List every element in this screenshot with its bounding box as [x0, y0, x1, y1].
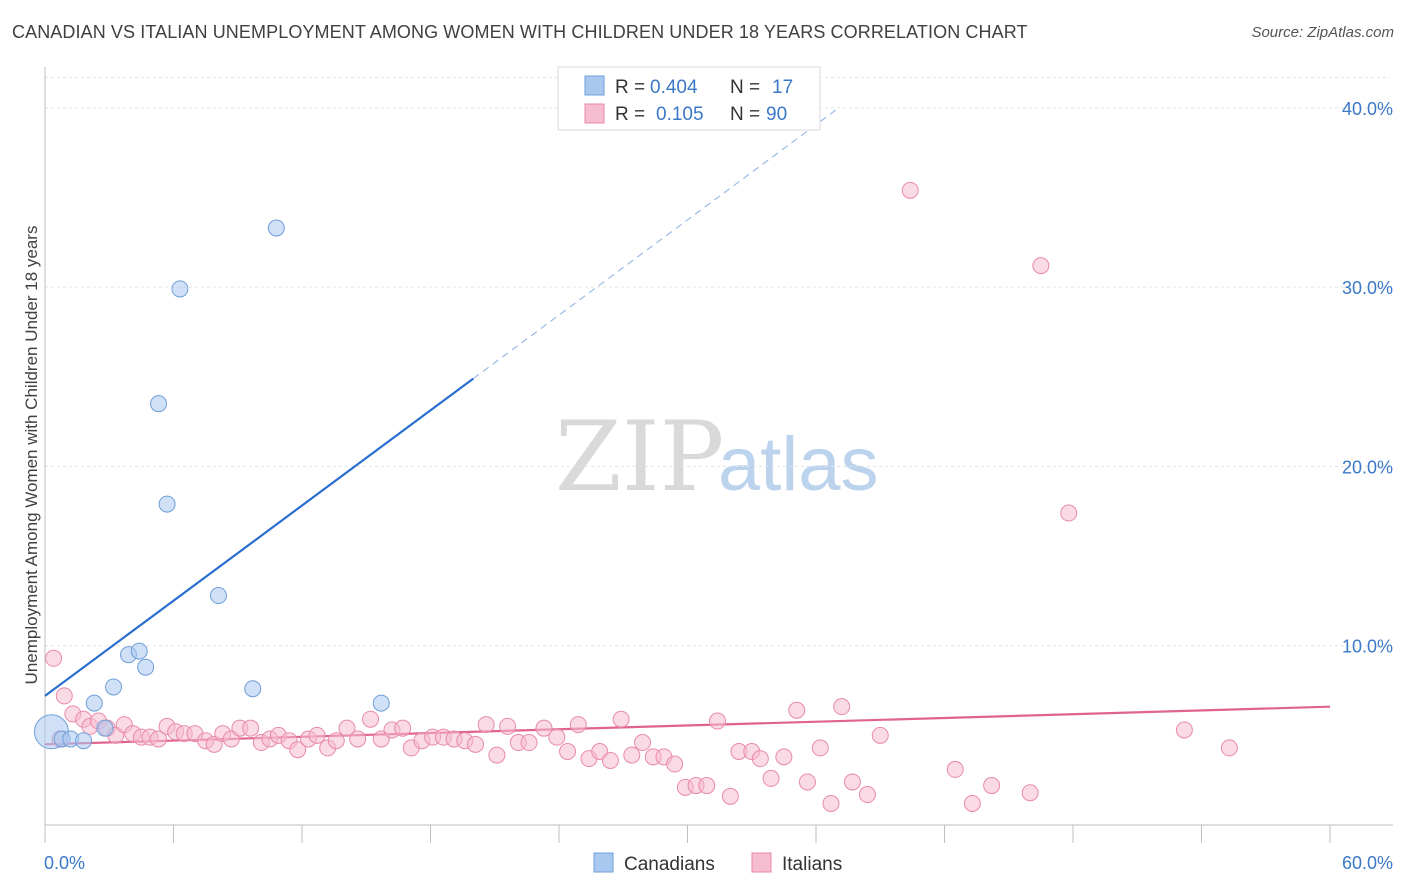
- data-point-italians: [1220, 739, 1238, 757]
- data-point-italians: [362, 710, 380, 728]
- data-point-italians: [762, 769, 780, 787]
- data-point-canadians: [137, 658, 155, 676]
- watermark: ZIP atlas: [555, 401, 879, 513]
- x-tick-label-max: 60.0%: [1342, 853, 1393, 873]
- data-point-italians: [499, 717, 517, 735]
- series-legend-label-canadians: Canadians: [624, 854, 715, 875]
- data-point-italians: [871, 726, 889, 744]
- series-legend-label-italians: Italians: [782, 854, 842, 875]
- data-point-italians: [1060, 504, 1078, 522]
- data-point-italians: [535, 719, 553, 737]
- data-point-canadians: [150, 395, 168, 413]
- data-point-italians: [55, 687, 73, 705]
- data-point-italians: [1032, 257, 1050, 275]
- data-point-canadians: [75, 732, 93, 750]
- legend-r-label-canadians: R =: [615, 77, 645, 98]
- data-point-italians: [45, 649, 63, 667]
- data-point-canadians: [105, 678, 123, 696]
- trend-line-canadians-extension: [472, 108, 838, 380]
- data-point-italians: [612, 710, 630, 728]
- data-point-canadians: [130, 642, 148, 660]
- data-point-italians: [308, 726, 326, 744]
- data-point-italians: [798, 773, 816, 791]
- legend-swatch-italians: [584, 103, 605, 124]
- y-tick-label: 30.0%: [1342, 278, 1393, 298]
- y-axis-label: Unemployment Among Women with Children U…: [22, 226, 41, 685]
- data-point-italians: [548, 728, 566, 746]
- y-tick-label: 20.0%: [1342, 457, 1393, 477]
- y-tick-label: 40.0%: [1342, 99, 1393, 119]
- data-point-italians: [822, 794, 840, 812]
- series-legend-swatch-canadians: [593, 852, 614, 873]
- series-legend-swatch-italians: [751, 852, 772, 873]
- legend-r-value-canadians: 0.404: [650, 77, 698, 98]
- data-point-italians: [242, 719, 260, 737]
- data-point-italians: [338, 719, 356, 737]
- data-point-italians: [708, 712, 726, 730]
- data-point-italians: [833, 698, 851, 716]
- series-legend: Canadians Italians: [593, 852, 842, 875]
- legend-n-value-italians: 90: [766, 104, 787, 125]
- data-point-italians: [751, 750, 769, 768]
- data-point-italians: [150, 730, 168, 748]
- data-point-italians: [289, 741, 307, 759]
- data-point-italians: [1175, 721, 1193, 739]
- data-point-italians: [788, 701, 806, 719]
- data-point-canadians: [85, 694, 103, 712]
- legend-swatch-canadians: [584, 75, 605, 96]
- data-point-italians: [634, 734, 652, 752]
- axes: [44, 67, 1393, 843]
- data-point-italians: [698, 777, 716, 795]
- chart-source: Source: ZipAtlas.com: [1251, 24, 1394, 41]
- data-point-italians: [946, 760, 964, 778]
- data-point-italians: [569, 716, 587, 734]
- data-point-canadians: [267, 219, 285, 237]
- data-point-italians: [466, 735, 484, 753]
- trend-line-canadians: [44, 377, 474, 697]
- data-points: [33, 181, 1238, 812]
- data-point-italians: [559, 742, 577, 760]
- data-point-italians: [901, 181, 919, 199]
- data-point-italians: [666, 755, 684, 773]
- legend-n-label-italians: N =: [730, 104, 760, 125]
- legend-n-label-canadians: N =: [730, 77, 760, 98]
- y-tick-label: 10.0%: [1342, 637, 1393, 657]
- legend-r-value-italians: 0.105: [656, 104, 704, 125]
- watermark-atlas: atlas: [718, 422, 879, 507]
- data-point-italians: [963, 794, 981, 812]
- watermark-zip: ZIP: [555, 401, 724, 513]
- data-point-italians: [811, 739, 829, 757]
- data-point-italians: [477, 716, 495, 734]
- data-point-canadians: [372, 694, 390, 712]
- data-point-italians: [349, 730, 367, 748]
- data-point-italians: [858, 786, 876, 804]
- y-tick-labels: 10.0% 20.0% 30.0% 40.0%: [1342, 99, 1393, 657]
- data-point-italians: [394, 719, 412, 737]
- data-point-italians: [775, 748, 793, 766]
- stats-legend: R = 0.404 N = 17 R = 0.105 N = 90: [557, 66, 821, 131]
- data-point-italians: [601, 751, 619, 769]
- data-point-italians: [1021, 784, 1039, 802]
- data-point-canadians: [171, 280, 189, 298]
- data-point-italians: [623, 746, 641, 764]
- data-point-italians: [843, 773, 861, 791]
- data-point-canadians: [158, 495, 176, 513]
- legend-n-value-canadians: 17: [772, 77, 793, 98]
- data-point-italians: [327, 732, 345, 750]
- data-point-italians: [520, 734, 538, 752]
- data-point-canadians: [96, 719, 114, 737]
- data-point-canadians: [209, 587, 227, 605]
- data-point-italians: [983, 777, 1001, 795]
- legend-r-label-italians: R =: [615, 104, 645, 125]
- x-tick-label-min: 0.0%: [44, 853, 85, 873]
- data-point-canadians: [244, 680, 262, 698]
- data-point-italians: [488, 746, 506, 764]
- grid-lines: [45, 76, 1390, 647]
- chart-title: CANADIAN VS ITALIAN UNEMPLOYMENT AMONG W…: [12, 22, 1028, 42]
- data-point-italians: [721, 787, 739, 805]
